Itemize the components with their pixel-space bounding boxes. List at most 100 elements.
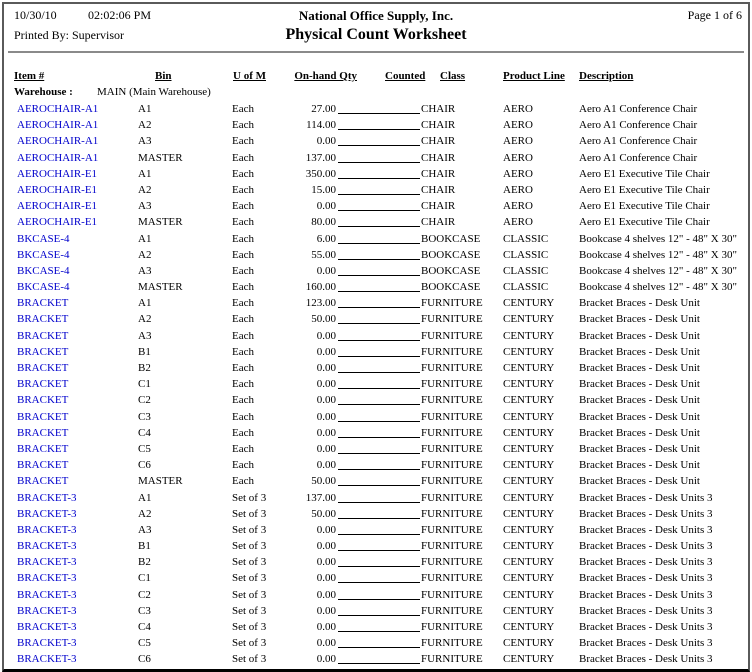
column-header-uom: U of M (233, 70, 266, 82)
product-line-cell: AERO (503, 167, 533, 180)
item-number-link[interactable]: BRACKET (17, 475, 69, 488)
bin-cell: B2 (138, 362, 151, 374)
description-cell: Bracket Braces - Desk Unit (579, 475, 700, 488)
bin-cell: A2 (138, 507, 152, 520)
item-number-link[interactable]: BKCASE-4 (17, 248, 70, 261)
uom-cell: Set of 3 (232, 637, 267, 650)
counted-blank-line (338, 200, 420, 212)
product-line-cell: AERO (503, 200, 533, 213)
item-number-link[interactable]: BRACKET-3 (17, 572, 77, 585)
product-line-cell: CENTURY (503, 410, 555, 423)
item-number-link[interactable]: BRACKET-3 (17, 588, 77, 601)
description-cell: Bracket Braces - Desk Units 3 (579, 556, 713, 569)
product-line-cell: CENTURY (503, 556, 555, 569)
column-header-onhand-qty: On-hand Qty (294, 70, 357, 82)
item-number-link[interactable]: BRACKET-3 (17, 540, 77, 553)
description-cell: Bracket Braces - Desk Units 3 (579, 621, 713, 633)
onhand-qty-cell: 6.00 (316, 232, 336, 245)
uom-cell: Set of 3 (232, 588, 267, 601)
table-row: AEROCHAIR-A1 A3 Each 0.00 CHAIR AERO Aer… (0, 133, 752, 149)
description-cell: Bracket Braces - Desk Unit (579, 378, 700, 391)
uom-cell: Set of 3 (232, 507, 267, 520)
item-number-link[interactable]: BRACKET-3 (17, 491, 77, 504)
item-number-link[interactable]: BKCASE-4 (17, 264, 70, 277)
description-cell: Aero E1 Executive Tile Chair (579, 216, 710, 229)
counted-blank-line (338, 152, 420, 163)
item-number-link[interactable]: BRACKET (17, 459, 69, 472)
class-cell: FURNITURE (421, 604, 483, 617)
product-line-cell: CENTURY (503, 604, 555, 617)
item-number-link[interactable]: BRACKET-3 (17, 523, 77, 536)
report-title: Physical Count Worksheet (285, 26, 467, 43)
item-number-link[interactable]: BRACKET (17, 378, 69, 391)
onhand-qty-cell: 0.00 (316, 135, 336, 148)
uom-cell: Each (232, 313, 254, 326)
onhand-qty-cell: 0.00 (316, 540, 336, 553)
item-number-link[interactable]: AEROCHAIR-E1 (17, 216, 98, 229)
table-row: BRACKET-3 C2 Set of 3 0.00 FURNITURE CEN… (0, 587, 752, 603)
product-line-cell: CLASSIC (503, 281, 549, 294)
counted-blank-line (338, 135, 420, 147)
counted-blank-line (338, 556, 420, 568)
bin-cell: MASTER (138, 151, 183, 164)
item-number-link[interactable]: BRACKET-3 (17, 556, 77, 569)
bin-cell: A3 (138, 523, 152, 536)
counted-blank-line (338, 605, 420, 616)
table-row: AEROCHAIR-A1 A2 Each 114.00 CHAIR AERO A… (0, 117, 752, 133)
product-line-cell: CENTURY (503, 345, 555, 358)
item-number-link[interactable]: AEROCHAIR-A1 (17, 103, 99, 115)
counted-blank-line (338, 233, 420, 244)
product-line-cell: CENTURY (503, 313, 555, 326)
description-cell: Bracket Braces - Desk Units 3 (579, 572, 713, 585)
header-divider (8, 51, 744, 53)
class-cell: CHAIR (421, 151, 456, 164)
item-number-link[interactable]: AEROCHAIR-E1 (17, 167, 98, 180)
item-number-link[interactable]: BRACKET-3 (17, 507, 77, 520)
counted-blank-line (338, 281, 420, 293)
description-cell: Aero E1 Executive Tile Chair (579, 167, 710, 180)
class-cell: FURNITURE (421, 329, 483, 342)
bin-cell: MASTER (138, 281, 183, 294)
item-number-link[interactable]: AEROCHAIR-E1 (17, 183, 98, 196)
item-number-link[interactable]: BRACKET (17, 426, 69, 439)
counted-blank-line (338, 119, 420, 131)
onhand-qty-cell: 0.00 (316, 556, 336, 569)
item-number-link[interactable]: BRACKET (17, 297, 69, 310)
column-header-bin: Bin (155, 70, 172, 82)
class-cell: CHAIR (421, 135, 456, 148)
description-cell: Bracket Braces - Desk Units 3 (579, 653, 713, 666)
onhand-qty-cell: 0.00 (316, 588, 336, 601)
item-number-link[interactable]: BRACKET (17, 345, 69, 358)
item-number-link[interactable]: BRACKET (17, 362, 69, 374)
bin-cell: C3 (138, 410, 151, 423)
bin-cell: A3 (138, 264, 152, 277)
table-row: BRACKET-3 C1 Set of 3 0.00 FURNITURE CEN… (0, 570, 752, 586)
item-number-link[interactable]: BRACKET (17, 329, 69, 342)
item-number-link[interactable]: AEROCHAIR-A1 (17, 119, 99, 132)
item-number-link[interactable]: AEROCHAIR-E1 (17, 200, 98, 213)
onhand-qty-cell: 0.00 (316, 621, 336, 633)
item-number-link[interactable]: AEROCHAIR-A1 (17, 151, 99, 164)
table-row: AEROCHAIR-A1 MASTER Each 137.00 CHAIR AE… (0, 150, 752, 166)
item-number-link[interactable]: BKCASE-4 (17, 281, 70, 294)
item-number-link[interactable]: BRACKET (17, 313, 69, 326)
item-number-link[interactable]: AEROCHAIR-A1 (17, 135, 99, 148)
table-row: BRACKET C4 Each 0.00 FURNITURE CENTURY B… (0, 425, 752, 441)
bin-cell: C6 (138, 653, 151, 666)
table-row: BRACKET C5 Each 0.00 FURNITURE CENTURY B… (0, 441, 752, 457)
class-cell: FURNITURE (421, 523, 483, 536)
item-number-link[interactable]: BRACKET (17, 410, 69, 423)
onhand-qty-cell: 55.00 (311, 248, 336, 261)
bin-cell: C1 (138, 572, 151, 585)
item-number-link[interactable]: BRACKET (17, 394, 69, 407)
class-cell: FURNITURE (421, 410, 483, 423)
bin-cell: C5 (138, 442, 151, 455)
uom-cell: Set of 3 (232, 523, 267, 536)
item-number-link[interactable]: BRACKET-3 (17, 621, 77, 633)
item-number-link[interactable]: BRACKET-3 (17, 637, 77, 650)
item-number-link[interactable]: BRACKET (17, 442, 69, 455)
item-number-link[interactable]: BKCASE-4 (17, 232, 70, 245)
item-number-link[interactable]: BRACKET-3 (17, 653, 77, 666)
uom-cell: Each (232, 297, 254, 310)
item-number-link[interactable]: BRACKET-3 (17, 604, 77, 617)
